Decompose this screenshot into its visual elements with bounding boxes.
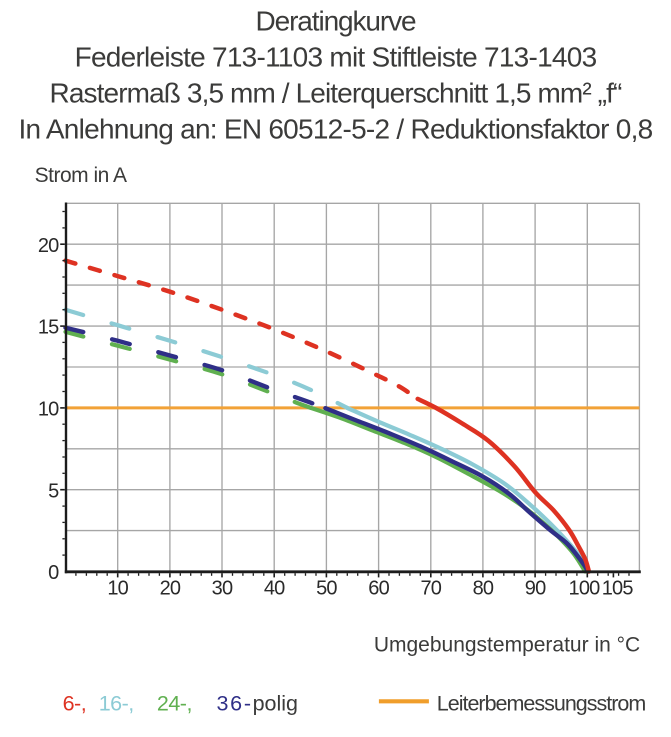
svg-text:In Anlehnung an: EN 60512-5-2: In Anlehnung an: EN 60512-5-2 / Reduktio… [19, 113, 653, 144]
svg-text:Federleiste 713-1103 mit Stift: Federleiste 713-1103 mit Stiftleiste 713… [75, 41, 597, 72]
svg-text:36-: 36- [217, 692, 253, 716]
svg-text:80: 80 [473, 577, 494, 599]
svg-text:20: 20 [160, 577, 181, 599]
svg-text:60: 60 [368, 577, 389, 599]
svg-text:Deratingkurve: Deratingkurve [255, 5, 416, 36]
svg-text:100: 100 [569, 577, 601, 599]
svg-text:6-,: 6-, [63, 692, 87, 716]
svg-text:16-,: 16-, [99, 692, 134, 716]
svg-text:10: 10 [38, 399, 59, 421]
svg-text:24-,: 24-, [157, 692, 192, 716]
svg-text:Umgebungstemperatur in °C: Umgebungstemperatur in °C [374, 634, 640, 657]
svg-text:15: 15 [38, 317, 59, 339]
svg-text:10: 10 [107, 577, 128, 599]
svg-text:90: 90 [525, 577, 546, 599]
svg-text:5: 5 [48, 480, 59, 502]
svg-text:Leiterbemessungsstrom: Leiterbemessungsstrom [437, 692, 646, 716]
svg-text:30: 30 [212, 577, 233, 599]
svg-text:70: 70 [420, 577, 441, 599]
svg-text:105: 105 [602, 577, 634, 599]
svg-text:Rastermaß 3,5 mm / Leiterquers: Rastermaß 3,5 mm / Leiterquerschnitt 1,5… [50, 77, 622, 108]
svg-text:polig: polig [253, 692, 298, 716]
svg-text:40: 40 [264, 577, 285, 599]
svg-text:50: 50 [316, 577, 337, 599]
svg-text:20: 20 [38, 235, 59, 257]
svg-text:0: 0 [48, 562, 59, 584]
svg-text:Strom in A: Strom in A [35, 164, 127, 187]
